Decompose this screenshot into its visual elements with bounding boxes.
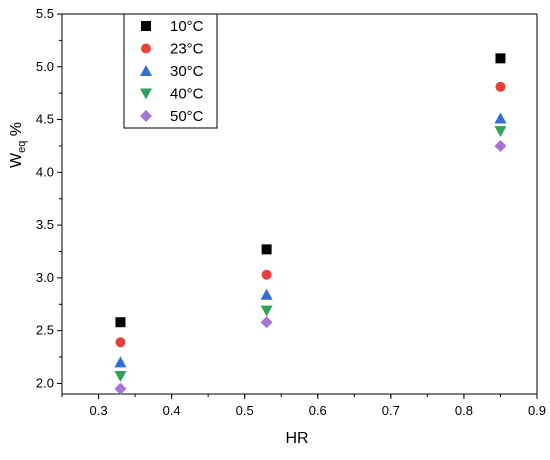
legend-marker [141,43,151,54]
y-tick-label: 2.5 [36,323,54,338]
y-tick-label: 5.5 [36,6,54,21]
x-tick-label: 0.6 [309,403,327,418]
y-axis-label: Weq % [8,122,28,168]
legend-label: 30°C [170,63,204,80]
y-axis-label-main: W [8,152,25,168]
x-tick-label: 0.8 [455,403,473,418]
data-point [114,371,127,383]
data-point [260,316,273,329]
legend: 10°C 23°C 30°C 40°C 50°C [123,13,218,129]
data-point [115,317,126,328]
y-tick-label: 2.0 [36,375,54,390]
legend-label: 10°C [170,18,204,35]
legend-marker [140,110,152,122]
data-point [260,288,273,300]
legend-box [123,13,218,129]
legend-marker [140,88,152,100]
y-tick-label: 3.5 [36,217,54,232]
legend-marker [140,65,152,76]
data-point [260,305,273,317]
data-point [114,356,127,368]
legend-label: 40°C [170,86,204,103]
y-tick-label: 4.0 [36,164,54,179]
data-point [494,139,507,152]
legend-marker [141,21,151,31]
x-tick-label: 0.4 [163,403,181,418]
y-axis: 2.0 2.5 3.0 3.5 4.0 4.5 5.0 5.5 [36,6,62,390]
x-tick-label: 0.7 [382,403,400,418]
data-point [261,244,272,255]
data-point [114,382,127,395]
x-tick-label: 0.9 [528,403,546,418]
data-points [114,53,507,395]
x-tick-label: 0.3 [89,403,107,418]
x-tick-label: 0.5 [236,403,254,418]
plot-frame [61,13,538,395]
legend-label: 23°C [170,41,204,58]
data-point [495,53,506,64]
y-tick-label: 5.0 [36,59,54,74]
data-point [115,337,126,348]
y-tick-label: 3.0 [36,270,54,285]
y-axis-label-suffix: % [8,122,25,141]
data-point [494,126,507,138]
data-point [261,269,272,280]
legend-label: 50°C [170,108,204,125]
x-axis: 0.3 0.4 0.5 0.6 0.7 0.8 0.9 [61,394,546,418]
data-point [495,81,506,92]
plot-border [61,13,538,395]
y-tick-label: 4.5 [36,112,54,127]
x-axis-label: HR [285,430,308,447]
data-point [494,112,507,124]
y-axis-label-subscript: eq [16,141,28,153]
